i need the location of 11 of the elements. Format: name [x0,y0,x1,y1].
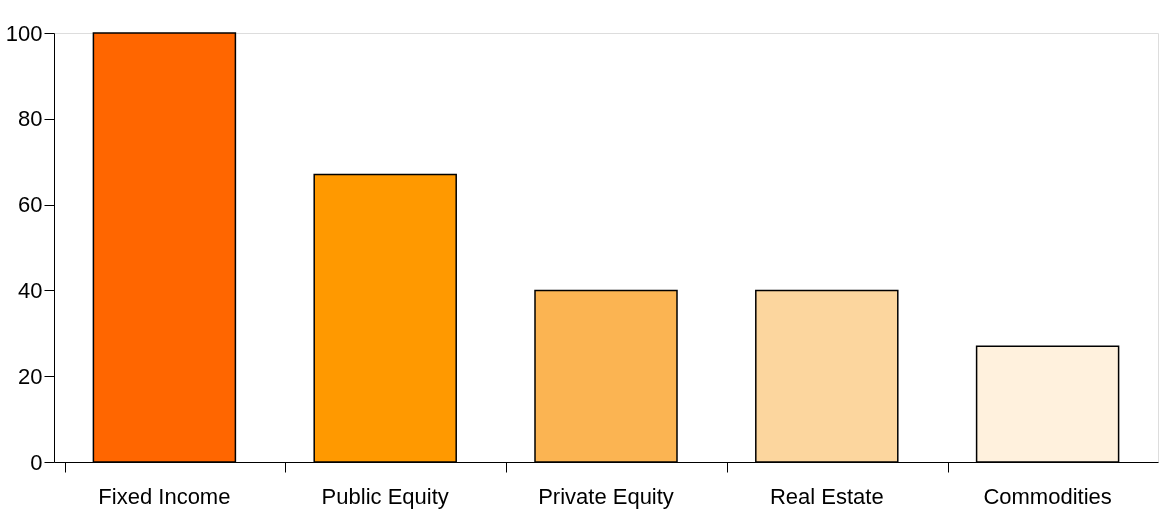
x-tick-label: Commodities [983,483,1112,509]
x-tick-label: Public Equity [321,483,449,509]
y-tick-label: 60 [18,192,43,218]
x-tick-label: Fixed Income [98,483,231,509]
y-tick-label: 20 [18,363,43,389]
y-tick-label: 40 [18,277,43,303]
x-tick-label: Private Equity [538,483,674,509]
x-tick-label: Real Estate [769,483,884,509]
y-tick-label: 0 [30,449,43,475]
y-tick-label: 100 [5,20,43,46]
y-tick-label: 80 [18,106,43,132]
